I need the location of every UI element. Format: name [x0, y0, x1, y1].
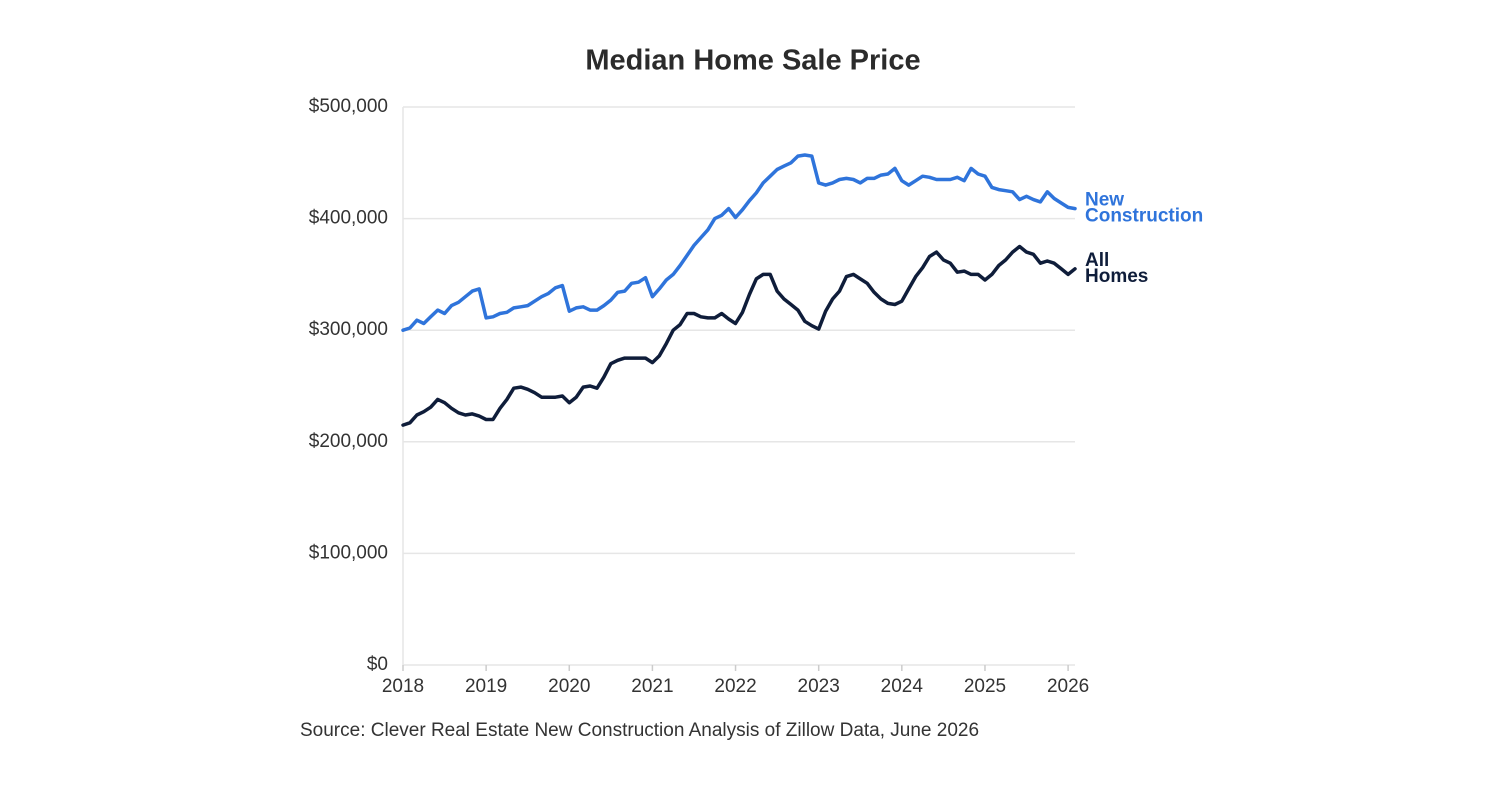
series-line	[401, 244, 1077, 427]
x-tick-label: 2026	[1047, 676, 1089, 697]
x-tick-label: 2018	[382, 676, 424, 697]
x-tick-label: 2022	[714, 676, 756, 697]
series-label: New Construction	[1085, 190, 1203, 227]
x-tick-label: 2020	[548, 676, 590, 697]
y-tick-label: $0	[367, 654, 388, 675]
x-tick-label: 2024	[881, 676, 924, 697]
y-tick-label: $200,000	[309, 431, 388, 452]
y-tick-label: $500,000	[309, 96, 388, 117]
series-line	[401, 153, 1077, 332]
x-tick-label: 2021	[631, 676, 673, 697]
series-label: All Homes	[1085, 250, 1148, 287]
x-tick-label: 2019	[465, 676, 507, 697]
y-tick-label: $300,000	[309, 319, 388, 340]
source-note: Source: Clever Real Estate New Construct…	[300, 720, 979, 741]
y-tick-label: $100,000	[309, 542, 388, 563]
x-tick-label: 2023	[798, 676, 840, 697]
chart-title: Median Home Sale Price	[585, 45, 920, 77]
x-tick-label: 2025	[964, 676, 1006, 697]
y-tick-label: $400,000	[309, 208, 388, 229]
